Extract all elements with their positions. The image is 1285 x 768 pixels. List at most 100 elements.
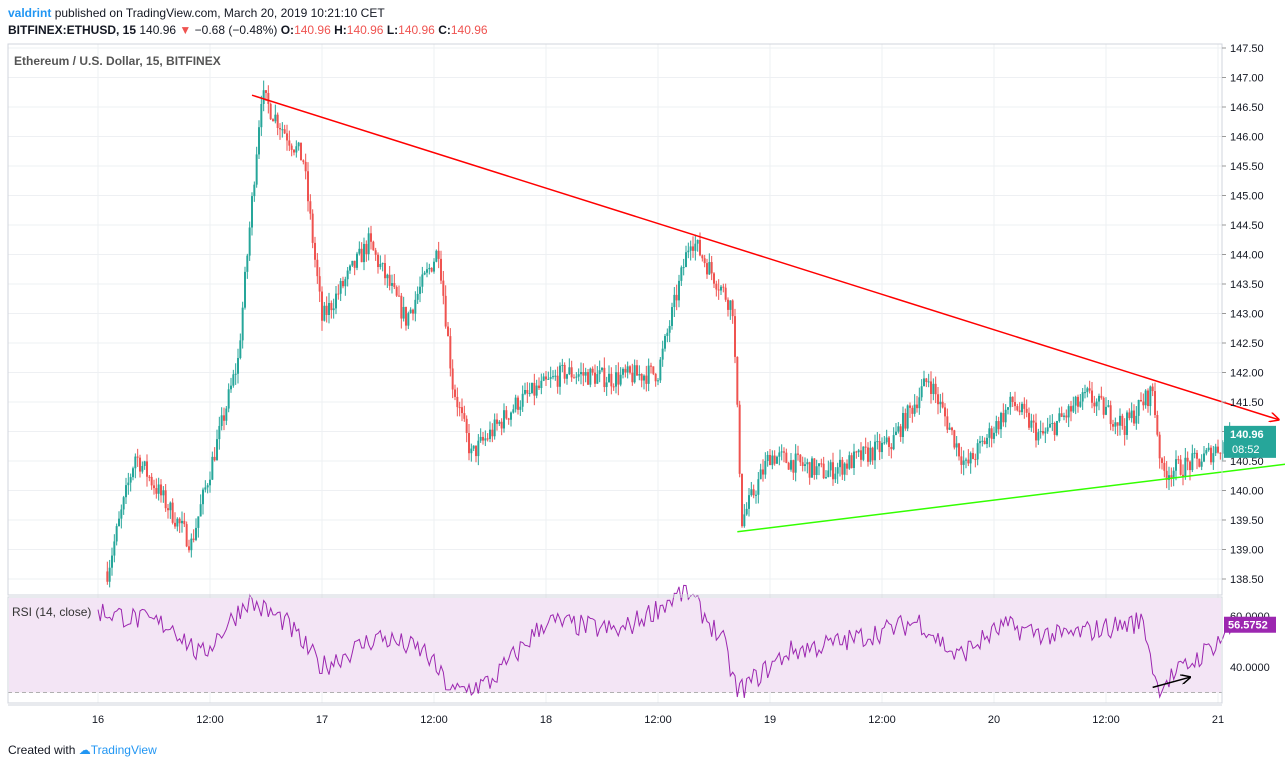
candle-body [1074, 396, 1077, 406]
candle-body [185, 524, 188, 547]
candle-body [923, 378, 925, 387]
candle-body [661, 348, 664, 360]
y-tick-label: 145.50 [1230, 161, 1264, 173]
rsi-series [97, 584, 1238, 699]
y-tick-label: 141.50 [1230, 397, 1264, 409]
candle-body [449, 336, 452, 369]
candle-body [722, 286, 725, 288]
candle-body [1186, 457, 1189, 462]
candle-body [990, 428, 993, 439]
candle-body [930, 381, 932, 394]
candle-body [951, 427, 953, 431]
candle-body [925, 378, 928, 383]
candle-body [911, 407, 914, 414]
candle-body [619, 374, 622, 385]
y-tick-label: 144.00 [1230, 250, 1264, 262]
candle-body [286, 133, 288, 141]
candle-body [281, 129, 284, 131]
rsi-tick-label: 40.0000 [1230, 662, 1270, 674]
candle-body [318, 276, 321, 292]
candle-body [941, 401, 944, 408]
candle-body [1151, 386, 1154, 392]
candle-body [356, 253, 358, 268]
x-tick-label: 12:00 [420, 714, 448, 726]
candle-body [169, 502, 172, 511]
tradingview-logo-icon[interactable]: ☁ [78, 743, 91, 757]
candle-body [1021, 403, 1023, 413]
candle-body [946, 416, 949, 430]
x-tick-label: 18 [540, 714, 552, 726]
candle-body [272, 119, 274, 122]
candle-body [1126, 412, 1128, 435]
candle-body [533, 382, 536, 396]
candle-body [556, 375, 559, 387]
candle-body [253, 184, 256, 197]
candle-body [237, 357, 239, 374]
candle-body [575, 376, 578, 378]
author-name[interactable]: valdrint [8, 6, 52, 20]
candle-body [631, 372, 634, 383]
candle-body [927, 381, 930, 383]
candle-body [1156, 415, 1159, 435]
candle-body [409, 309, 412, 314]
candle-body [881, 442, 883, 453]
candle-body [666, 332, 669, 336]
candle-body [1077, 396, 1079, 407]
candle-body [363, 243, 365, 263]
candle-body [1168, 475, 1170, 480]
candle-body [391, 283, 393, 286]
candle-body [1137, 399, 1140, 416]
candle-body [524, 389, 526, 394]
candle-body [1165, 470, 1168, 480]
candle-body [570, 367, 573, 378]
candle-body [211, 456, 214, 480]
candle-body [979, 441, 981, 444]
candle-body [1007, 407, 1009, 410]
rsi-badge-value: 56.5752 [1228, 620, 1268, 632]
candle-body [430, 267, 433, 272]
candle-body [862, 446, 865, 460]
candle-body [437, 250, 440, 259]
candle-body [1163, 462, 1166, 471]
y-tick-label: 142.50 [1230, 338, 1264, 350]
candle-body [125, 485, 127, 498]
candle-body [962, 460, 965, 465]
candle-body [514, 397, 517, 410]
candle-body [1140, 399, 1142, 402]
candle-body [365, 243, 368, 255]
candle-body [113, 541, 116, 556]
candle-body [671, 307, 673, 326]
candle-body [867, 447, 869, 462]
candle-body [1035, 422, 1037, 441]
candle-body [454, 389, 456, 397]
tradingview-brand[interactable]: TradingView [90, 743, 157, 757]
candle-body [601, 367, 603, 371]
candle-body [398, 295, 400, 297]
candle-body [265, 90, 267, 93]
candle-body [444, 295, 447, 327]
candle-body [547, 378, 550, 380]
candle-body [216, 439, 218, 461]
candle-body [232, 374, 235, 386]
candle-body [325, 305, 328, 315]
candle-body [1056, 420, 1058, 435]
candle-body [878, 441, 881, 453]
candle-body [897, 426, 900, 432]
candle-body [1107, 405, 1110, 407]
candle-body [790, 460, 792, 470]
low-label: L: [386, 23, 399, 37]
trendlines[interactable] [251, 94, 1285, 533]
candle-body [757, 479, 760, 495]
candle-body [463, 413, 466, 419]
candle-body [1093, 402, 1096, 407]
candle-body [1149, 386, 1152, 407]
rsi-badge [1224, 616, 1276, 633]
candle-body [883, 442, 886, 444]
candle-body [297, 142, 300, 147]
candle-body [1130, 410, 1133, 419]
candle-body [654, 373, 657, 382]
candle-body [624, 368, 627, 373]
candle-body [500, 421, 503, 429]
candle-body [377, 254, 379, 268]
